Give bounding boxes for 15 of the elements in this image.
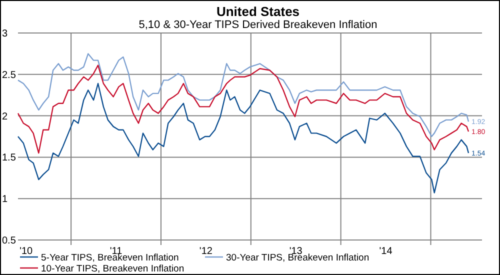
x-tick-label: '10 [20,246,34,257]
y-tick-label: 0.5 [2,236,16,246]
line-series [17,64,470,154]
y-tick-label: 3 [2,28,8,40]
y-tick-label: 2.5 [2,70,16,81]
line-series [17,53,470,138]
y-tick-label: 1.5 [2,152,16,164]
line-series [17,82,470,194]
x-tick-label: '14 [379,246,393,257]
x-tick-label: '12 [199,246,213,257]
chart-title: United States [216,4,300,19]
chart-subtitle: 5,10 & 30-Year TIPS Derived Breakeven Inflation [138,19,378,31]
legend-label: 10-Year TIPS, Breakeven Inflation [41,263,184,274]
y-tick-label: 2 [2,111,8,122]
y-tick-label: 1 [2,194,8,206]
